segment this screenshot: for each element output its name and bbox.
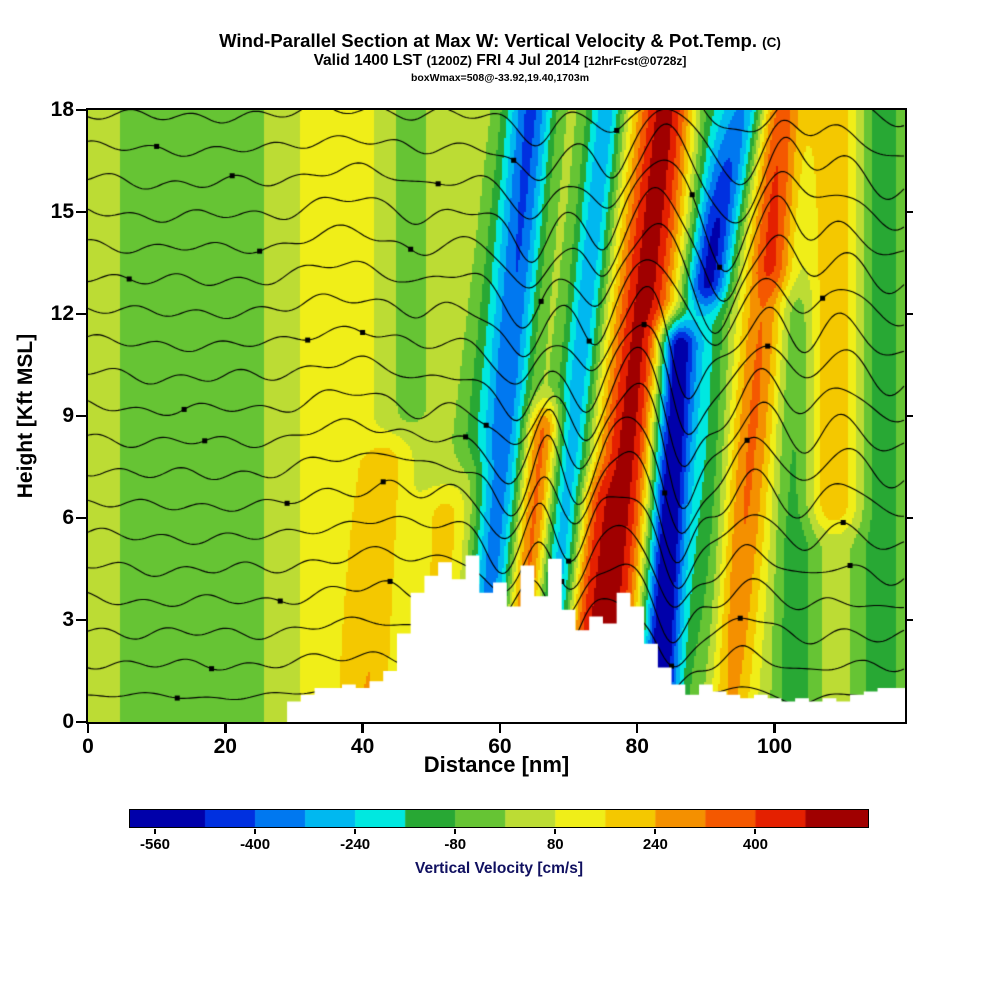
colorbar-tick-label: 240 <box>642 836 668 853</box>
x-axis-tick <box>773 724 776 733</box>
y-axis-right-tick <box>907 415 913 417</box>
colorbar-tick <box>754 829 757 834</box>
y-axis-right-tick <box>907 619 913 621</box>
x-axis-tick-label: 40 <box>350 735 375 758</box>
page-title: Wind-Parallel Section at Max W: Vertical… <box>0 30 1000 52</box>
x-axis-tick-label: 60 <box>488 735 512 758</box>
y-axis-tick <box>76 720 86 724</box>
y-axis-tick <box>76 312 86 316</box>
y-axis-tick-label: 15 <box>50 200 74 223</box>
x-axis-tick <box>361 724 364 733</box>
y-axis-tick-label: 6 <box>62 506 74 529</box>
x-axis-tick <box>498 724 502 733</box>
colorbar-tick <box>654 829 657 834</box>
y-axis-tick-label: 0 <box>62 710 74 733</box>
colorbar-tick <box>254 829 257 834</box>
x-axis-tick-label: 0 <box>82 735 94 758</box>
x-axis-tick <box>86 724 90 733</box>
colorbar-tick-label: 80 <box>546 836 564 853</box>
zulu-time-text: (1200Z) <box>426 53 472 68</box>
colorbar-tick-label: -80 <box>444 836 467 853</box>
x-axis-tick-label: 20 <box>213 735 237 758</box>
y-axis-tick <box>76 516 86 520</box>
y-axis-right-tick <box>907 211 913 213</box>
title-unit-suffix: (C) <box>762 35 781 50</box>
valid-date-text: FRI 4 Jul 2014 <box>476 52 580 69</box>
y-axis-right-tick <box>907 517 913 519</box>
title-text: Wind-Parallel Section at Max W: Vertical… <box>219 30 757 51</box>
x-axis-title: Distance [nm] <box>423 752 570 777</box>
plot-frame <box>86 108 907 724</box>
colorbar-tick <box>454 829 457 834</box>
y-axis-tick-label: 9 <box>62 404 74 427</box>
y-axis-tick <box>76 210 86 214</box>
y-axis-tick-label: 3 <box>62 608 74 631</box>
colorbar-tick-label: 400 <box>742 836 768 853</box>
valid-time-subtitle: Valid 1400 LST (1200Z) FRI 4 Jul 2014 [1… <box>0 52 1000 70</box>
colorbar-tick-label: -400 <box>240 836 271 853</box>
y-axis-right-tick <box>907 313 913 315</box>
colorbar-frame <box>129 809 869 828</box>
x-axis-tick <box>635 724 639 733</box>
y-axis-tick <box>76 618 86 622</box>
colorbar-tick <box>554 829 557 834</box>
colorbar-tick <box>354 829 357 834</box>
y-axis-tick <box>76 414 86 418</box>
x-axis-tick-label: 100 <box>757 735 793 758</box>
colorbar-tick <box>154 829 157 834</box>
y-axis-tick-label: 12 <box>50 302 74 325</box>
x-axis-tick-label: 80 <box>625 735 649 758</box>
colorbar-title: Vertical Velocity [cm/s] <box>414 860 583 877</box>
colorbar-tick-label: -560 <box>140 836 171 853</box>
colorbar-tick-label: -240 <box>340 836 371 853</box>
cross-section-plot-canvas <box>88 110 905 722</box>
colorbar-canvas <box>130 810 868 827</box>
x-axis-tick <box>224 724 227 733</box>
y-axis-tick-label: 18 <box>50 98 74 121</box>
y-axis-tick <box>76 108 86 112</box>
forecast-ref-text: [12hrFcst@0728z] <box>584 54 687 68</box>
wmax-info-line: boxWmax=508@-33.92,19.40,1703m <box>410 72 590 84</box>
valid-time-text: Valid 1400 LST <box>313 52 423 69</box>
